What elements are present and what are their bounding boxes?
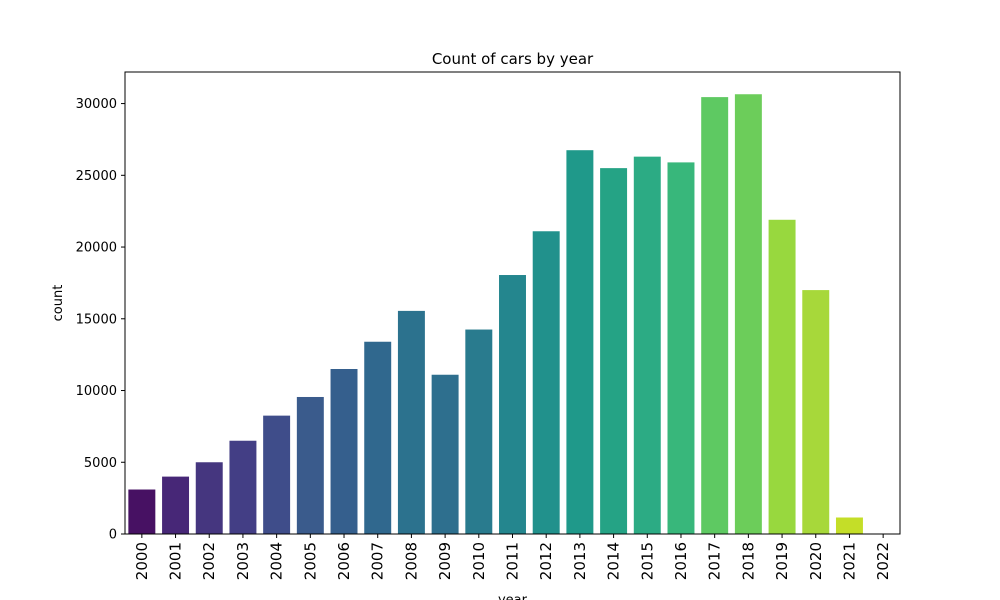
x-tick-label: 2009: [436, 542, 454, 580]
bar-2001: [162, 476, 190, 534]
x-tick-label: 2002: [200, 542, 218, 580]
bar-2013: [566, 150, 594, 534]
bar-2018: [734, 94, 762, 535]
bar-2006: [330, 369, 358, 534]
bar-2012: [532, 231, 560, 534]
bar-2021: [835, 517, 863, 534]
x-tick-label: 2006: [335, 542, 353, 580]
bar-2002: [195, 462, 223, 534]
y-tick-label: 20000: [76, 241, 117, 256]
x-tick-label: 2014: [605, 542, 623, 580]
bar-2000: [128, 489, 156, 534]
bar-2016: [667, 162, 695, 534]
bar-2015: [633, 156, 661, 534]
bar-2008: [397, 310, 425, 534]
y-tick-label: 30000: [76, 97, 117, 112]
x-tick-label: 2011: [504, 542, 522, 580]
x-tick-label: 2004: [268, 542, 286, 580]
x-tick-label: 2007: [369, 542, 387, 580]
bar-2004: [263, 415, 291, 534]
y-tick-label: 15000: [76, 312, 117, 327]
y-axis: 0 5000 10000 15000 20000 25000 30000: [76, 97, 125, 543]
y-axis-label: count: [51, 285, 66, 322]
x-tick-label: 2017: [706, 542, 724, 580]
bar-2014: [600, 168, 628, 534]
x-tick-label: 2010: [470, 542, 488, 580]
x-tick-label: 2005: [301, 542, 319, 580]
plot-frame: [124, 71, 901, 535]
x-tick-label: 2008: [402, 542, 420, 580]
x-axis-label: year: [498, 593, 528, 600]
x-tick-label: 2019: [773, 542, 791, 580]
x-tick-label: 2016: [672, 542, 690, 580]
bar-2009: [431, 374, 459, 534]
bar-2020: [802, 290, 830, 534]
x-tick-label: 2003: [234, 542, 252, 580]
y-tick-label: 25000: [76, 169, 117, 184]
y-tick-label: 0: [109, 528, 117, 543]
y-tick-label: 5000: [84, 456, 117, 471]
bar-2007: [364, 341, 392, 534]
bar-2005: [296, 396, 324, 534]
x-tick-label: 2022: [874, 542, 892, 580]
bar-2019: [768, 219, 796, 534]
bar-2011: [499, 275, 526, 534]
x-axis: 2000 2001 2002 2003 2004 2005 2006 2007 2008 2009…: [133, 534, 892, 580]
y-tick-label: 10000: [76, 384, 117, 399]
x-tick-label: 2012: [537, 542, 555, 580]
bar-2003: [229, 440, 257, 534]
x-tick-label: 2000: [133, 542, 151, 580]
x-tick-label: 2021: [840, 542, 858, 580]
chart-title: Count of cars by year: [432, 50, 594, 68]
x-tick-label: 2020: [807, 542, 825, 580]
bar-2010: [465, 329, 493, 534]
bar-2017: [701, 97, 729, 535]
x-tick-label: 2018: [739, 542, 757, 580]
bars-group: [128, 94, 897, 535]
x-tick-label: 2013: [571, 542, 589, 580]
x-tick-label: 2001: [167, 542, 185, 580]
x-tick-label: 2015: [638, 542, 656, 580]
